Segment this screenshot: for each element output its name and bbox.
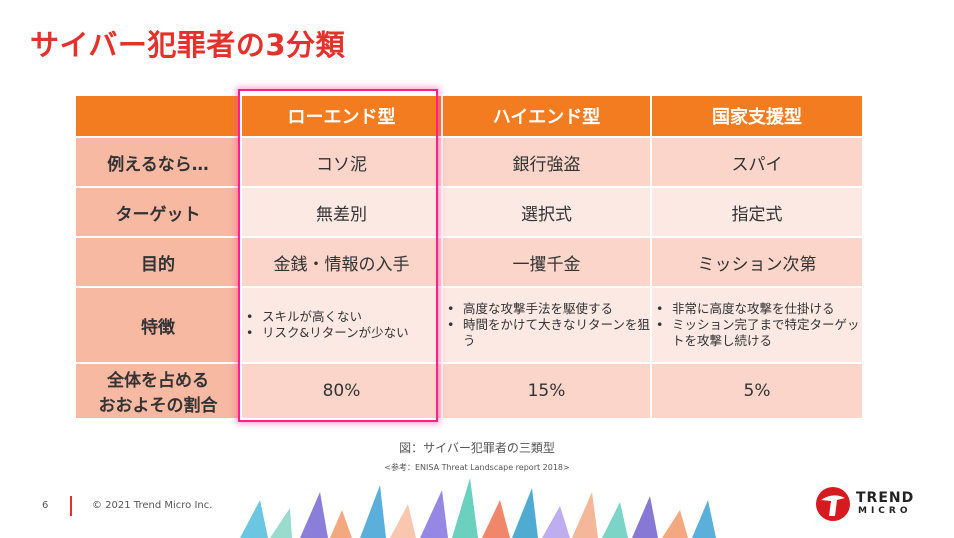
reference-note: <参考：ENISA Threat Landscape report 2018>: [384, 463, 570, 472]
table-cell: スパイ: [650, 136, 864, 188]
table-row: 特徴 スキルが高くない リスク&リターンが少ない 高度な攻撃手法を駆使する 時間…: [74, 286, 864, 364]
table-cell: スキルが高くない リスク&リターンが少ない: [240, 286, 443, 364]
trend-micro-logo-icon: [816, 487, 850, 521]
logo-wordmark-line1: TREND: [856, 490, 915, 506]
table-cell: 一攫千金: [441, 236, 652, 288]
list-item: 非常に高度な攻撃を仕掛ける: [656, 301, 862, 317]
percent-cell: 15%: [441, 362, 652, 420]
copyright-text: © 2021 Trend Micro Inc.: [92, 500, 213, 511]
feature-list: スキルが高くない リスク&リターンが少ない: [242, 309, 441, 341]
table-cell: 指定式: [650, 186, 864, 238]
slide-title: サイバー犯罪者の3分類: [30, 28, 346, 62]
list-item: ミッション完了まで特定ターゲットを攻撃し続ける: [656, 317, 862, 349]
table-cell: ミッション次第: [650, 236, 864, 288]
row-label: ターゲット: [74, 186, 242, 238]
list-item: 高度な攻撃手法を駆使する: [447, 301, 650, 317]
page-number: 6: [42, 500, 49, 511]
column-header: 国家支援型: [650, 94, 864, 138]
percent-cell: 80%: [240, 362, 443, 420]
foliage-decoration-icon: [240, 478, 716, 538]
table-row: 目的 金銭・情報の入手 一攫千金 ミッション次第: [74, 236, 864, 288]
feature-list: 高度な攻撃手法を駆使する 時間をかけて大きなリターンを狙う: [443, 301, 650, 349]
table-header-row: ローエンド型 ハイエンド型 国家支援型: [74, 94, 864, 138]
figure-caption: 図：サイバー犯罪者の三類型: [399, 441, 555, 455]
row-label-line: 全体を占める: [107, 371, 209, 391]
list-item: リスク&リターンが少ない: [246, 325, 441, 341]
column-header: ローエンド型: [240, 94, 443, 138]
table-cell: 金銭・情報の入手: [240, 236, 443, 288]
table-cell: 無差別: [240, 186, 443, 238]
header-corner: [74, 94, 242, 138]
table-row: 全体を占める おおよその割合 80% 15% 5%: [74, 362, 864, 420]
list-item: スキルが高くない: [246, 309, 441, 325]
list-item: 時間をかけて大きなリターンを狙う: [447, 317, 650, 349]
row-label: 特徴: [74, 286, 242, 364]
table-cell: 銀行強盗: [441, 136, 652, 188]
row-label: 目的: [74, 236, 242, 288]
logo-wordmark-line2: MICRO: [858, 506, 912, 516]
row-label: 全体を占める おおよその割合: [74, 362, 242, 420]
column-header: ハイエンド型: [441, 94, 652, 138]
table-row: ターゲット 無差別 選択式 指定式: [74, 186, 864, 238]
row-label: 例えるなら…: [74, 136, 242, 188]
table-cell: 選択式: [441, 186, 652, 238]
table-cell: コソ泥: [240, 136, 443, 188]
percent-cell: 5%: [650, 362, 864, 420]
row-label-line: おおよその割合: [98, 396, 218, 416]
feature-list: 非常に高度な攻撃を仕掛ける ミッション完了まで特定ターゲットを攻撃し続ける: [652, 301, 862, 349]
classification-table: ローエンド型 ハイエンド型 国家支援型 例えるなら… コソ泥 銀行強盗 スパイ …: [74, 94, 864, 420]
table-cell: 非常に高度な攻撃を仕掛ける ミッション完了まで特定ターゲットを攻撃し続ける: [650, 286, 864, 364]
footer-divider: [70, 496, 72, 516]
table-row: 例えるなら… コソ泥 銀行強盗 スパイ: [74, 136, 864, 188]
table-cell: 高度な攻撃手法を駆使する 時間をかけて大きなリターンを狙う: [441, 286, 652, 364]
